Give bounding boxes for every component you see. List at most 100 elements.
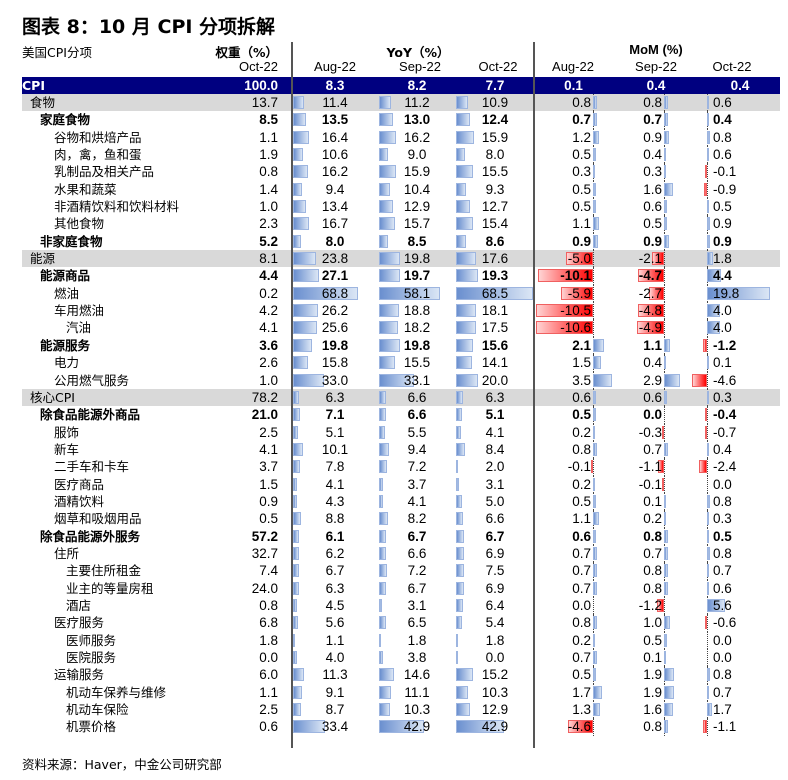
mom-value: 2.9 <box>643 372 662 388</box>
yoy-value: 6.4 <box>485 597 505 613</box>
mom-value: 0.0 <box>713 632 732 648</box>
yoy-bar <box>379 269 400 283</box>
yoy-bar <box>456 651 458 664</box>
yoy-bar <box>293 529 299 543</box>
mom-zero-axis <box>593 267 594 285</box>
yoy-value: 27.1 <box>321 268 349 284</box>
yoy-value: 8.0 <box>485 147 505 163</box>
header-yoy-aug: Aug-22 <box>314 59 356 74</box>
yoy-bar <box>293 234 301 248</box>
yoy-value: 20.0 <box>481 372 509 388</box>
row-label: 电力 <box>54 355 80 371</box>
weight-value: 8.1 <box>259 251 278 267</box>
yoy-bar <box>456 494 462 508</box>
mom-value: -2.1 <box>638 251 662 267</box>
row-label: 机票价格 <box>66 719 117 735</box>
weight-value: 0.6 <box>259 719 278 735</box>
mom-negative-bar <box>561 286 593 300</box>
mom-positive-bar <box>707 321 720 335</box>
yoy-value: 17.5 <box>481 320 509 336</box>
table-row: 家庭食物 8.5 13.5 13.0 12.4 0.7 0.7 0.4 <box>22 111 780 129</box>
yoy-value: 18.8 <box>403 303 431 319</box>
mom-value: -4.8 <box>638 303 662 319</box>
yoy-value: 0.0 <box>485 650 505 665</box>
row-label: CPI <box>22 78 45 93</box>
mom-value: 0.7 <box>643 112 662 128</box>
weight-value: 1.1 <box>259 684 278 700</box>
mom-negative-bar <box>699 460 707 474</box>
yoy-bar <box>379 685 391 699</box>
yoy-bar <box>379 373 414 387</box>
mom-value: -1.1 <box>713 719 737 735</box>
mom-value: 0.3 <box>713 389 732 405</box>
row-label: 新车 <box>54 441 80 457</box>
yoy-bar <box>456 130 474 144</box>
weight-value: 6.0 <box>259 667 278 683</box>
mom-positive-bar <box>664 217 667 231</box>
yoy-bar <box>379 113 393 127</box>
mom-negative-bar <box>662 477 664 491</box>
mom-value: 0.1 <box>713 355 732 371</box>
mom-value: 4.0 <box>713 320 732 336</box>
yoy-value: 6.6 <box>485 511 505 527</box>
header-yoy-sep: Sep-22 <box>399 59 441 74</box>
mom-value: 0.7 <box>713 563 732 579</box>
yoy-bar <box>293 269 319 283</box>
mom-positive-bar <box>593 668 596 682</box>
yoy-value: 11.4 <box>322 95 348 110</box>
weight-value: 100.0 <box>244 78 278 93</box>
mom-value: 0.4 <box>643 355 662 371</box>
yoy-value: 7.2 <box>407 459 427 475</box>
yoy-bar <box>293 113 306 127</box>
mom-zero-axis <box>707 406 708 424</box>
yoy-bar <box>456 529 464 543</box>
yoy-value: 16.7 <box>321 216 349 232</box>
mom-negative-bar <box>638 269 664 283</box>
yoy-bar <box>293 338 312 352</box>
mom-negative-bar <box>568 720 593 734</box>
yoy-value: 5.0 <box>485 493 505 509</box>
mom-value: 0.1 <box>564 78 583 93</box>
mom-value: 0.6 <box>713 147 732 163</box>
yoy-bar <box>293 217 309 231</box>
mom-value: 5.6 <box>713 597 732 613</box>
yoy-value: 23.8 <box>321 251 349 267</box>
mom-positive-bar <box>707 234 710 248</box>
yoy-value: 8.7 <box>325 702 345 718</box>
yoy-value: 8.2 <box>407 511 427 527</box>
mom-value: 0.1 <box>643 650 662 665</box>
mom-zero-axis <box>707 423 708 441</box>
table-row: 除食品能源外服务 57.2 6.1 6.7 6.7 0.6 0.8 0.5 <box>22 527 780 545</box>
yoy-bar <box>293 373 325 387</box>
mom-positive-bar <box>593 581 597 595</box>
table-row: 能源服务 3.6 19.8 19.8 15.6 2.1 1.1 -1.2 <box>22 336 780 355</box>
yoy-bar <box>379 408 386 422</box>
header-item-label: 美国CPI分项 <box>22 45 92 60</box>
weight-value: 5.2 <box>259 233 278 249</box>
mom-positive-bar <box>707 269 722 283</box>
mom-negative-bar <box>637 304 664 318</box>
mom-value: -0.6 <box>713 615 737 631</box>
yoy-bar <box>379 460 387 474</box>
yoy-value: 19.8 <box>403 251 431 267</box>
table-row: 车用燃油 4.2 26.2 18.8 18.1 -10.5 -4.8 4.0 <box>22 302 780 320</box>
mom-positive-bar <box>593 546 597 560</box>
mom-negative-bar <box>692 373 707 387</box>
row-label: 能源 <box>30 251 56 267</box>
weight-value: 0.0 <box>259 650 278 665</box>
row-label: 除食品能源外服务 <box>40 528 141 544</box>
mom-zero-axis <box>664 596 665 615</box>
yoy-value: 4.3 <box>325 493 345 509</box>
yoy-bar <box>379 442 389 456</box>
yoy-value: 25.6 <box>321 320 349 336</box>
yoy-bar <box>456 616 463 630</box>
mom-negative-bar <box>705 408 707 422</box>
yoy-value: 10.6 <box>321 147 349 163</box>
yoy-value: 11.2 <box>404 95 430 110</box>
yoy-bar <box>293 442 303 456</box>
mom-positive-bar <box>664 442 668 456</box>
yoy-bar <box>293 477 297 491</box>
mom-positive-bar <box>593 148 596 162</box>
table-row: CPI 100.0 8.3 8.2 7.7 0.1 0.4 0.4 <box>22 77 780 94</box>
mom-value: 0.4 <box>643 147 662 163</box>
